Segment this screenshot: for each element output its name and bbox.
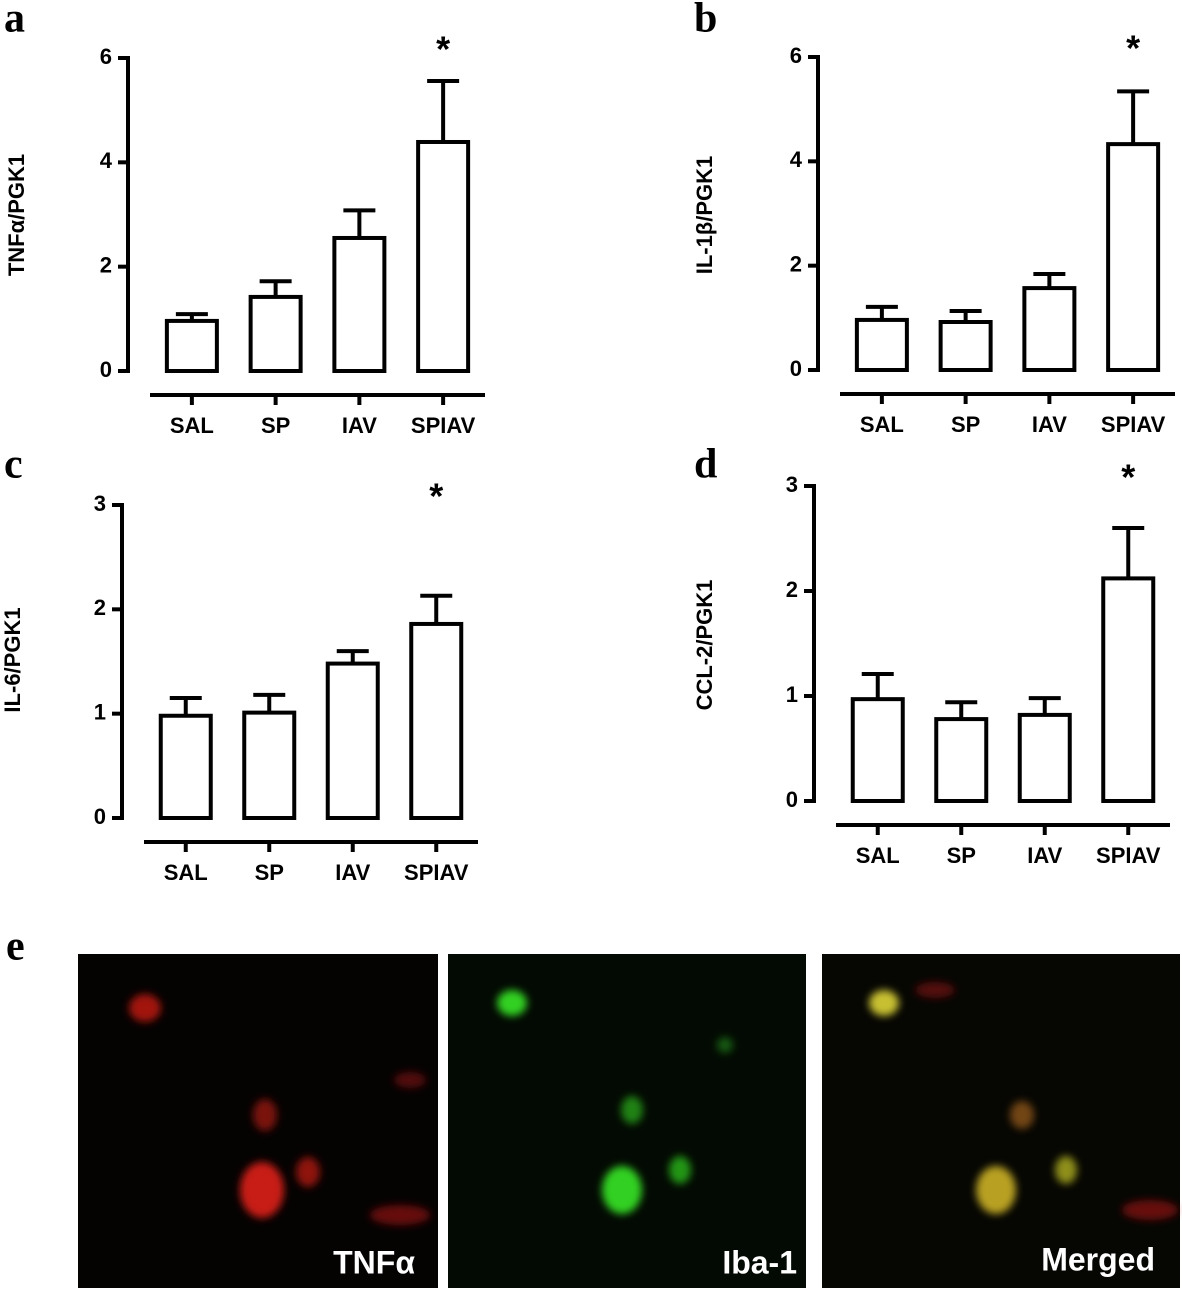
y-axis-label: IL-1β/PGK1 xyxy=(692,156,717,275)
bar xyxy=(158,713,213,821)
bar xyxy=(248,294,303,374)
bar xyxy=(854,317,909,373)
image-caption: TNFα xyxy=(333,1244,415,1280)
y-tick-label: 6 xyxy=(790,43,802,68)
y-axis-label: IL-6/PGK1 xyxy=(0,607,25,712)
y-tick-label: 3 xyxy=(94,491,106,516)
x-tick-label: SP xyxy=(951,412,980,437)
x-tick-label: SP xyxy=(255,860,284,885)
bar xyxy=(1022,286,1077,372)
bar xyxy=(938,320,993,372)
bar xyxy=(1101,576,1156,804)
panel-label: a xyxy=(4,0,25,42)
y-tick-label: 2 xyxy=(786,577,798,602)
x-tick-label: IAV xyxy=(342,413,377,438)
x-tick-label: SPIAV xyxy=(411,413,476,438)
x-tick-label: SAL xyxy=(856,843,900,868)
x-tick-label: SAL xyxy=(860,412,904,437)
y-tick-label: 0 xyxy=(100,357,112,382)
significance-marker: * xyxy=(429,476,443,517)
bar xyxy=(325,661,380,820)
x-tick-label: SP xyxy=(947,843,976,868)
y-tick-label: 0 xyxy=(786,787,798,812)
y-tick-label: 4 xyxy=(790,147,803,172)
micrograph: Iba-1 xyxy=(448,954,806,1288)
y-tick-label: 3 xyxy=(786,472,798,497)
bar xyxy=(242,710,297,821)
x-tick-label: SPIAV xyxy=(1096,843,1161,868)
x-tick-label: SPIAV xyxy=(404,860,469,885)
bar xyxy=(409,621,464,820)
micrograph: Merged xyxy=(822,954,1180,1288)
y-tick-label: 0 xyxy=(790,356,802,381)
y-tick-label: 6 xyxy=(100,44,112,69)
bar xyxy=(850,697,905,804)
y-axis-label: TNFα/PGK1 xyxy=(4,154,29,276)
y-tick-label: 2 xyxy=(790,251,802,276)
y-tick-label: 2 xyxy=(94,595,106,620)
y-tick-label: 2 xyxy=(100,252,112,277)
y-tick-label: 0 xyxy=(94,804,106,829)
x-tick-label: IAV xyxy=(1032,412,1067,437)
x-tick-label: SPIAV xyxy=(1101,412,1166,437)
y-tick-label: 1 xyxy=(94,699,106,724)
x-tick-label: IAV xyxy=(1027,843,1062,868)
y-tick-label: 1 xyxy=(786,682,798,707)
significance-marker: * xyxy=(436,29,450,70)
y-tick-label: 4 xyxy=(100,148,113,173)
bar xyxy=(934,717,989,803)
panel-label: b xyxy=(694,0,717,42)
bar xyxy=(164,318,219,374)
panel-label: d xyxy=(694,442,717,488)
x-tick-label: SAL xyxy=(164,860,208,885)
image-caption: Iba-1 xyxy=(722,1244,797,1280)
panel-label: c xyxy=(4,442,23,488)
significance-marker: * xyxy=(1121,457,1135,498)
bar xyxy=(332,235,387,373)
bar xyxy=(1017,712,1072,804)
y-axis-label: CCL-2/PGK1 xyxy=(692,580,717,711)
significance-marker: * xyxy=(1126,28,1140,69)
bar xyxy=(416,139,471,373)
panel-label: e xyxy=(6,924,25,970)
x-tick-label: SAL xyxy=(170,413,214,438)
micrograph: TNFα xyxy=(78,954,438,1288)
x-tick-label: SP xyxy=(261,413,290,438)
bar xyxy=(1106,142,1161,372)
image-caption: Merged xyxy=(1041,1241,1155,1277)
x-tick-label: IAV xyxy=(335,860,370,885)
